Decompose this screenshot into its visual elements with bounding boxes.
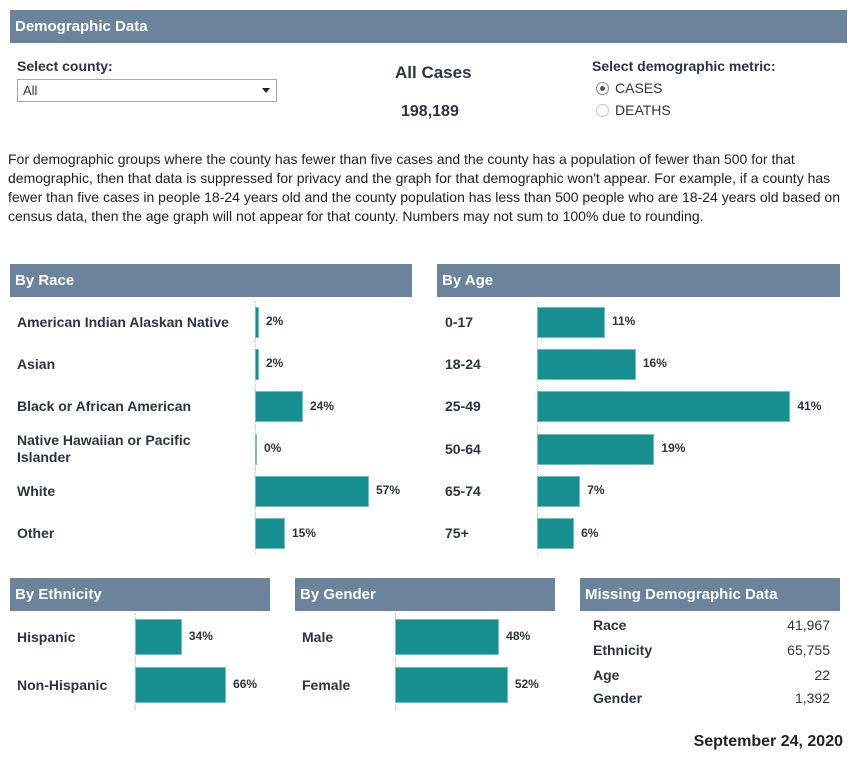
age-bar[interactable] [537,518,575,550]
race-category-label: Asian [17,355,56,372]
race-value-label: 2% [266,356,284,371]
missing-value: 22 [814,667,830,683]
page-header: Demographic Data [10,10,847,43]
report-date: September 24, 2020 [693,733,843,750]
age-value-label: 7% [587,483,605,498]
gender-bar[interactable] [395,667,508,703]
missing-value: 1,392 [794,690,830,706]
race-value-label: 0% [264,441,282,456]
race-bar[interactable] [255,475,369,507]
metric-option-label: CASES [615,80,663,96]
summary-title: All Cases [395,63,472,82]
ethnicity-section-header: By Ethnicity [10,578,270,611]
race-bar[interactable] [255,306,259,338]
age-value-label: 41% [797,398,822,413]
age-category-label: 75+ [445,525,469,542]
gender-section-header: By Gender [295,578,555,611]
metric-option-cases[interactable]: CASES [596,80,662,96]
gender-category-label: Male [302,628,334,645]
radio-unselected-icon[interactable] [596,103,609,117]
race-bar[interactable] [255,433,257,465]
age-category-label: 0-17 [445,313,474,330]
missing-row-ethnicity: Ethnicity 65,755 [593,642,830,658]
ethnicity-category-label: Hispanic [17,628,76,645]
race-section-header: By Race [10,264,412,297]
age-bar[interactable] [537,391,791,423]
age-bar[interactable] [537,433,655,465]
ethnicity-bar[interactable] [135,619,182,655]
missing-label: Age [593,667,620,683]
gender-bar[interactable] [395,619,500,655]
missing-label: Ethnicity [593,642,653,658]
metric-label: Select demographic metric: [592,58,776,74]
missing-value: 65,755 [787,642,830,658]
missing-value: 41,967 [787,617,830,633]
race-bar[interactable] [255,518,285,550]
missing-label: Gender [593,690,643,706]
race-bar[interactable] [255,348,259,380]
age-bar[interactable] [537,306,605,338]
chevron-down-icon [262,88,270,93]
age-category-label: 25-49 [445,398,481,415]
race-category-label: White [17,482,56,499]
missing-label: Race [593,617,627,633]
age-value-label: 6% [581,525,599,540]
age-category-label: 50-64 [445,440,481,457]
ethnicity-value-label: 66% [233,677,258,691]
race-value-label: 15% [292,525,317,540]
gender-value-label: 48% [506,629,531,643]
ethnicity-value-label: 34% [188,629,213,643]
race-value-label: 2% [266,314,284,329]
county-selected-value: All [23,83,38,98]
gender-axis-line [395,613,396,709]
missing-row-gender: Gender 1,392 [593,690,830,706]
ethnicity-category-label: Non-Hispanic [17,676,108,693]
radio-selected-icon[interactable] [596,81,609,95]
race-value-label: 24% [310,398,335,413]
race-category-label: Black or African American [17,398,192,415]
ethnicity-axis-line [135,613,136,709]
gender-category-label: Female [302,676,351,693]
age-axis-line [537,301,538,555]
age-value-label: 11% [611,314,636,329]
metric-option-label: DEATHS [615,102,671,118]
race-category-label: American Indian Alaskan Native [17,313,229,330]
summary-value: 198,189 [401,103,459,120]
race-category-label: Other [17,525,55,542]
metric-option-deaths[interactable]: DEATHS [596,102,671,118]
missing-section-header: Missing Demographic Data [580,578,840,611]
missing-row-age: Age 22 [593,667,830,683]
age-bar[interactable] [537,348,636,380]
age-value-label: 19% [661,441,686,456]
race-value-label: 57% [376,483,401,498]
suppression-note: For demographic groups where the county … [8,151,841,224]
county-dropdown[interactable]: All [17,79,277,102]
age-category-label: 65-74 [445,482,481,499]
age-section-header: By Age [437,264,840,297]
age-bar[interactable] [537,475,581,507]
race-bar[interactable] [255,391,303,423]
gender-value-label: 52% [514,677,539,691]
missing-row-race: Race 41,967 [593,617,830,633]
ethnicity-bar[interactable] [135,667,227,703]
age-value-label: 16% [642,356,667,371]
age-category-label: 18-24 [445,355,481,372]
race-axis-line [255,301,256,555]
county-label: Select county: [17,58,113,74]
race-category-label: Native Hawaiian or Pacific Islander [17,432,191,466]
